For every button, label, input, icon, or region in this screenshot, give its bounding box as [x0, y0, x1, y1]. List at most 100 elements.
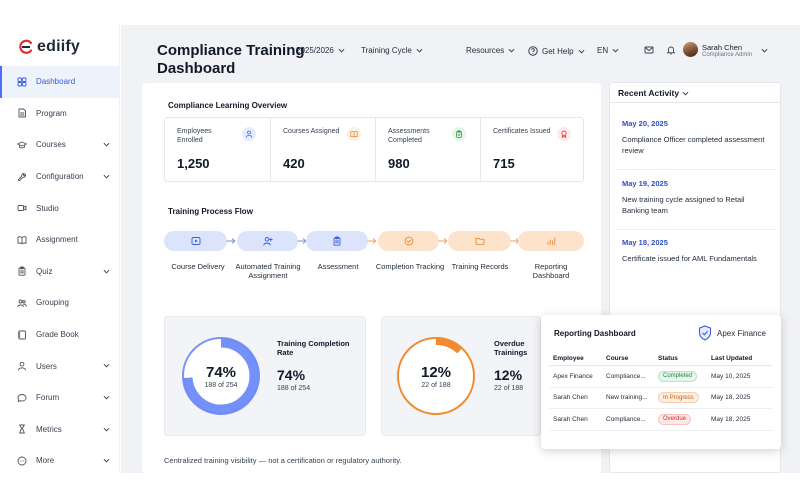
- activity-text[interactable]: New training cycle assigned to Retail Ba…: [622, 195, 745, 215]
- completion-ring: [182, 337, 260, 415]
- chevron-down-icon: [103, 395, 110, 400]
- users-icon: [17, 299, 27, 307]
- notebook-icon: [17, 330, 27, 340]
- sidebar-item-label: Dashboard: [36, 77, 76, 87]
- flow-step[interactable]: [448, 231, 511, 251]
- chevron-down-icon: [612, 48, 619, 53]
- chevron-down-icon: [103, 427, 110, 432]
- reporting-dashboard-card: Reporting Dashboard Apex Finance Employe…: [541, 315, 781, 449]
- sidebar-item-more[interactable]: More: [0, 445, 120, 477]
- report-brand: Apex Finance: [698, 325, 766, 341]
- sidebar-item-grouping[interactable]: Grouping: [0, 287, 120, 319]
- arrow-right-icon: [367, 238, 377, 244]
- document-icon: [18, 108, 26, 118]
- award-icon: [561, 130, 567, 138]
- kpi-card: Employees Enrolled 1,250: [165, 118, 270, 181]
- graduation-cap-icon: [17, 141, 27, 149]
- sidebar: ediify Dashboard Program Courses Configurat…: [0, 25, 120, 473]
- chevron-down-icon: [682, 91, 689, 96]
- award-icon: [557, 127, 571, 141]
- table-header: Employee Course Status Last Updated: [549, 352, 772, 366]
- year-dropdown[interactable]: 2025/2026: [296, 46, 345, 55]
- sidebar-item-grade-book[interactable]: Grade Book: [0, 319, 120, 351]
- activity-date: May 19, 2025: [622, 179, 668, 188]
- resources-dropdown[interactable]: Resources: [466, 46, 515, 55]
- flow-step[interactable]: [518, 231, 584, 251]
- clipboard-icon: [17, 266, 27, 277]
- sidebar-item-label: Quiz: [36, 266, 53, 276]
- check-circle-icon: [404, 236, 413, 246]
- updated-cell: May 18, 2025: [711, 394, 751, 402]
- column-header[interactable]: Status: [658, 355, 678, 362]
- language-dropdown[interactable]: EN: [597, 46, 619, 55]
- graduation-cap-icon: [17, 140, 27, 150]
- chevron-down-icon: [103, 364, 110, 368]
- user-icon: [245, 130, 253, 138]
- flow-title: Training Process Flow: [168, 207, 253, 216]
- sidebar-item-quiz[interactable]: Quiz: [0, 256, 120, 288]
- sidebar-item-program[interactable]: Program: [0, 98, 120, 130]
- activity-text[interactable]: Compliance Officer completed assessment …: [622, 135, 765, 155]
- chevron-down-icon: [338, 48, 345, 53]
- sidebar-item-assignment[interactable]: Assignment: [0, 224, 120, 256]
- course-cell: New training...: [606, 394, 648, 402]
- status-cell: Overdue: [658, 413, 711, 425]
- flow-step[interactable]: [237, 231, 298, 251]
- flow-step[interactable]: [378, 231, 439, 251]
- table-row[interactable]: Sarah Chen Compliance... Overdue May 18, 20…: [549, 409, 772, 431]
- sidebar-item-label: Metrics: [36, 424, 62, 434]
- arrow-right-icon: [438, 238, 448, 244]
- kpi-value: 980: [388, 156, 410, 171]
- hourglass-icon: [17, 424, 27, 434]
- kpi-label: Certificates Issued: [493, 128, 551, 135]
- chevron-down-icon[interactable]: [761, 47, 768, 54]
- updated-cell: May 10, 2025: [711, 372, 751, 380]
- cycle-dropdown[interactable]: Training Cycle: [361, 46, 423, 55]
- chevron-down-icon: [508, 48, 515, 53]
- app-logo[interactable]: ediify: [18, 37, 80, 57]
- sidebar-item-label: Assignment: [36, 235, 78, 245]
- recent-activity-dropdown[interactable]: Recent Activity: [618, 88, 689, 98]
- column-header[interactable]: Last Updated: [711, 355, 753, 362]
- sidebar-item-dashboard[interactable]: Dashboard: [0, 66, 120, 98]
- sidebar-item-label: More: [36, 456, 55, 466]
- flow-step[interactable]: [306, 231, 368, 251]
- table-row[interactable]: Sarah Chen New training... In Progress May …: [549, 388, 772, 409]
- table-body: Apex Finance Compliance... Completed May 10…: [549, 366, 772, 431]
- sidebar-item-forum[interactable]: Forum: [0, 382, 120, 414]
- overdue-count: 22 of 188: [494, 385, 524, 392]
- flow-step[interactable]: [164, 231, 227, 251]
- grid-icon: [17, 77, 27, 87]
- language-label: EN: [597, 46, 609, 55]
- completion-count: 188 of 254: [277, 385, 311, 392]
- sidebar-item-users[interactable]: Users: [0, 350, 120, 382]
- avatar[interactable]: [683, 42, 698, 57]
- sidebar-item-configuration[interactable]: Configuration: [0, 161, 120, 193]
- video-icon: [17, 205, 27, 212]
- table-row[interactable]: Apex Finance Compliance... Completed May 10…: [549, 366, 772, 388]
- bell-icon[interactable]: [666, 45, 676, 55]
- kpi-value: 715: [493, 156, 515, 171]
- bar-chart-icon: [547, 237, 556, 245]
- sidebar-item-metrics[interactable]: Metrics: [0, 414, 120, 446]
- cycle-label: Training Cycle: [361, 46, 412, 55]
- user-name[interactable]: Sarah Chen: [702, 43, 743, 52]
- column-header[interactable]: Course: [606, 355, 629, 362]
- status-cell: Completed: [658, 370, 711, 382]
- help-dropdown[interactable]: Get Help: [528, 46, 585, 56]
- more-icon: [17, 456, 27, 466]
- sidebar-item-label: Program: [36, 108, 67, 118]
- sidebar-item-studio[interactable]: Studio: [0, 192, 120, 224]
- column-header[interactable]: Employee: [553, 355, 584, 362]
- book-icon: [347, 127, 361, 141]
- sidebar-item-courses[interactable]: Courses: [0, 129, 120, 161]
- report-title: Reporting Dashboard: [554, 329, 636, 338]
- activity-date: May 20, 2025: [622, 119, 668, 128]
- activity-text[interactable]: Certificate issued for AML Fundamentals: [622, 254, 757, 263]
- footnote: Centralized training visibility — not a …: [164, 456, 402, 465]
- completion-title: Training Completion Rate: [277, 339, 350, 357]
- notebook-icon: [17, 330, 26, 339]
- clipboard-check-icon: [452, 127, 466, 141]
- kpi-label: Employees Enrolled: [177, 128, 212, 144]
- mail-icon[interactable]: [644, 45, 654, 55]
